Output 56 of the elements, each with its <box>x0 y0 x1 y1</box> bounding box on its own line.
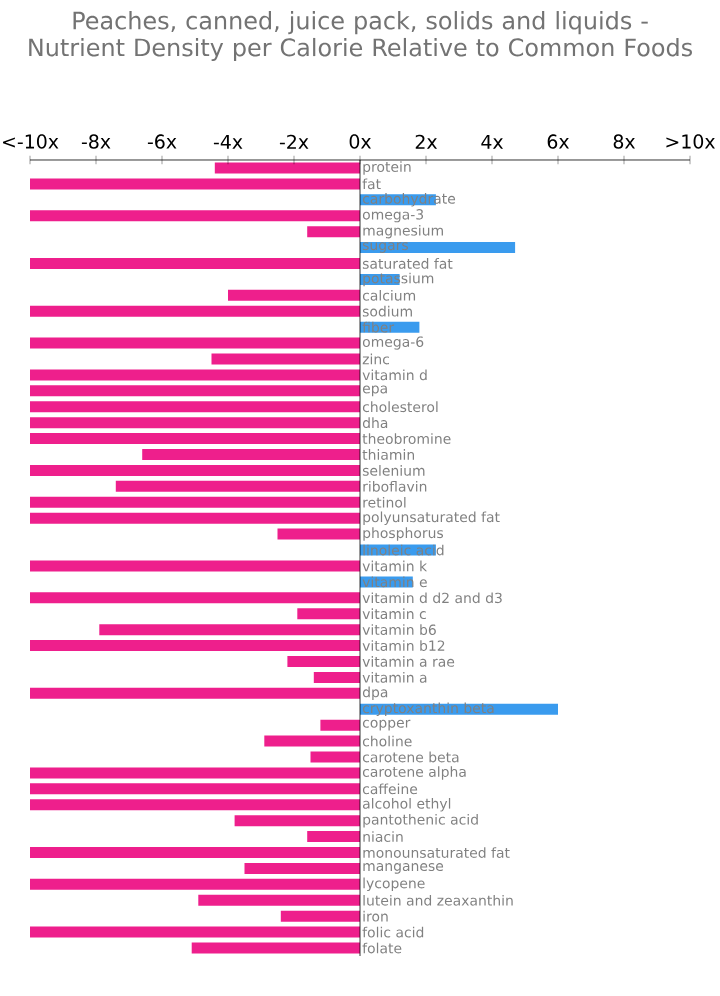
bar <box>30 847 360 859</box>
bar <box>320 719 360 731</box>
bar <box>99 624 360 636</box>
bar <box>30 496 360 508</box>
bar <box>30 210 360 222</box>
bar <box>30 640 360 652</box>
bar <box>30 560 360 572</box>
bar <box>30 305 360 317</box>
bar <box>307 831 360 843</box>
bar <box>30 178 360 190</box>
bar <box>30 687 360 699</box>
x-tick-label: 6x <box>547 134 570 149</box>
bar <box>30 337 360 349</box>
bar <box>310 751 360 763</box>
bar <box>30 926 360 938</box>
bar <box>142 449 360 461</box>
x-tick-label: -4x <box>213 134 243 149</box>
bar <box>287 655 360 667</box>
bar <box>307 226 360 238</box>
bar <box>234 815 360 827</box>
bar <box>30 512 360 524</box>
bar <box>30 767 360 779</box>
x-tick-label: -2x <box>279 134 309 149</box>
bar <box>280 910 360 922</box>
bar <box>30 783 360 795</box>
bar <box>30 433 360 445</box>
bar <box>115 480 360 492</box>
bar <box>264 735 360 747</box>
bar <box>30 417 360 429</box>
bar <box>214 162 360 174</box>
x-tick-label: <-10x <box>3 134 59 149</box>
bar <box>228 289 360 301</box>
bar <box>211 353 360 365</box>
chart-title: Peaches, canned, juice pack, solids and liquids - Nutrient Density per Calorie Relative to Common Foods <box>29 11 692 62</box>
bar <box>277 528 360 540</box>
bar <box>30 799 360 811</box>
x-tick-label: 0x <box>349 134 372 149</box>
bar <box>30 592 360 604</box>
x-tick-label: 2x <box>415 134 438 149</box>
bar <box>191 942 360 954</box>
bar <box>30 878 360 890</box>
x-tick-label: 4x <box>481 134 504 149</box>
x-tick-label: -6x <box>147 134 177 149</box>
bar <box>30 257 360 269</box>
bar <box>30 401 360 413</box>
bar <box>30 385 360 397</box>
bar <box>30 369 360 381</box>
x-tick-label: -8x <box>81 134 111 149</box>
x-tick-label: 8x <box>613 134 636 149</box>
bar <box>297 608 360 620</box>
x-tick-label: >10x <box>666 134 715 149</box>
bar <box>313 671 360 683</box>
bar <box>198 894 360 906</box>
bar <box>30 464 360 476</box>
bar <box>360 242 516 254</box>
bar <box>244 862 360 874</box>
